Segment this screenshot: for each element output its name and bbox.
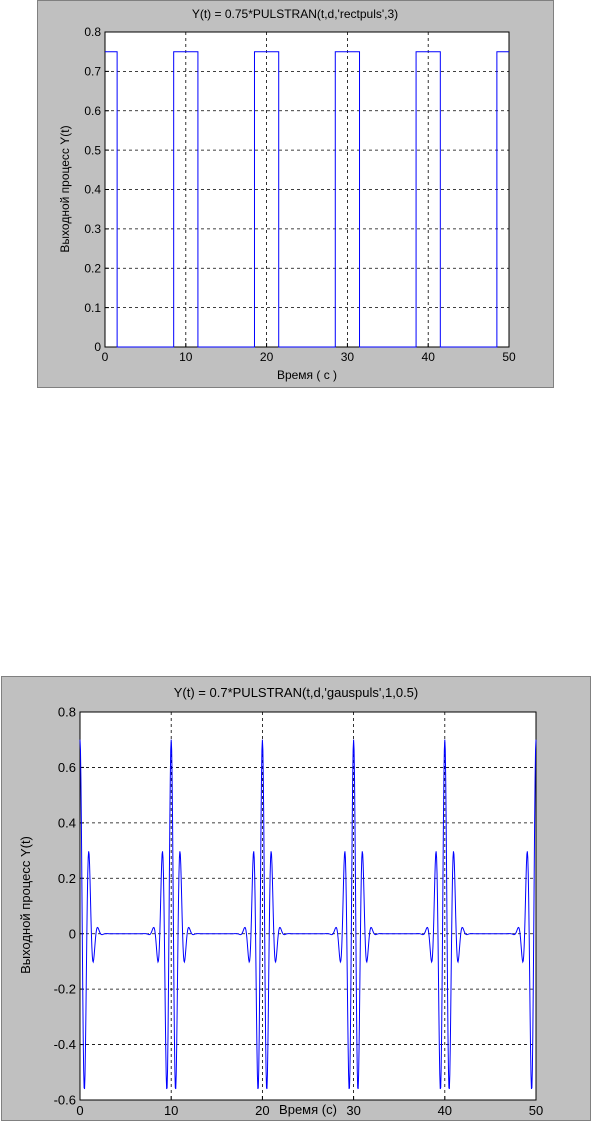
gauspuls-chart: Y(t) = 0.7*PULSTRAN(t,d,'gauspuls',1,0.5… (18, 685, 544, 1118)
y-tick-label: 0 (69, 926, 76, 941)
y-axis-label: Выходной процесс Y(t) (58, 125, 72, 252)
grid (80, 712, 536, 1100)
y-tick-label: 0.4 (58, 815, 76, 830)
y-tick-label: 0.1 (84, 301, 101, 315)
x-tick-label: 40 (438, 1103, 452, 1118)
x-axis-label: Время (с) (279, 1102, 337, 1117)
chart-title: Y(t) = 0.75*PULSTRAN(t,d,'rectpuls',3) (192, 7, 398, 21)
x-tick-label: 30 (346, 1103, 360, 1118)
y-tick-label: 0.2 (58, 871, 76, 886)
axis-ticks: 0 10 20 30 40 50 0 0.1 0.2 0.3 0.4 0.5 0.6 0.7 0.8 (84, 25, 516, 364)
x-tick-label: 0 (76, 1103, 83, 1118)
x-tick-label: 50 (502, 350, 516, 364)
plot-area (79, 711, 537, 1101)
x-tick-label: 40 (422, 350, 436, 364)
x-tick-label: 30 (341, 350, 355, 364)
pulse-series-line (79, 739, 537, 1090)
y-tick-label: 0.8 (58, 705, 76, 720)
y-tick-label: 0.6 (84, 104, 101, 118)
x-tick-label: 20 (260, 350, 274, 364)
y-tick-label: 0.6 (58, 760, 76, 775)
chart-title: Y(t) = 0.7*PULSTRAN(t,d,'gauspuls',1,0.5… (174, 685, 419, 700)
x-tick-label: 10 (179, 350, 193, 364)
y-tick-label: 0.4 (84, 183, 101, 197)
axis-ticks: 0 10 20 30 40 50 -0.6 -0.4 -0.2 0 0.2 0.4 0.6 0.8 (54, 705, 544, 1118)
y-tick-label: 0.8 (84, 25, 101, 39)
grid (105, 32, 509, 347)
y-tick-label: -0.6 (54, 1093, 76, 1108)
x-tick-label: 20 (255, 1103, 269, 1118)
y-tick-label: 0.2 (84, 261, 101, 275)
y-tick-label: 0.3 (84, 222, 101, 236)
y-tick-label: 0.7 (84, 65, 101, 79)
gauspuls-figure: Y(t) = 0.7*PULSTRAN(t,d,'gauspuls',1,0.5… (1, 676, 591, 1121)
x-tick-label: 0 (102, 350, 109, 364)
pulse-series-line (105, 51, 509, 348)
y-tick-label: 0.5 (84, 143, 101, 157)
y-axis-label: Выходной процесс Y(t) (18, 836, 33, 974)
y-tick-label: 0 (94, 340, 101, 354)
x-tick-label: 50 (529, 1103, 543, 1118)
rectpuls-figure: Y(t) = 0.75*PULSTRAN(t,d,'rectpuls',3) 0… (37, 0, 554, 388)
rectpuls-chart: Y(t) = 0.75*PULSTRAN(t,d,'rectpuls',3) 0… (58, 7, 516, 382)
x-axis-label: Время ( с ) (277, 368, 337, 382)
x-tick-label: 10 (164, 1103, 178, 1118)
y-tick-label: -0.2 (54, 982, 76, 997)
y-tick-label: -0.4 (54, 1037, 76, 1052)
